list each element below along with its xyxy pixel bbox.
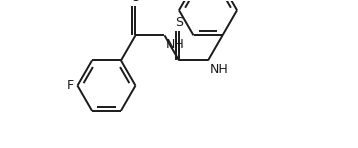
Text: S: S xyxy=(175,16,183,29)
Text: O: O xyxy=(131,0,140,4)
Text: NH: NH xyxy=(209,63,228,76)
Text: F: F xyxy=(67,79,74,92)
Text: NH: NH xyxy=(166,38,185,51)
